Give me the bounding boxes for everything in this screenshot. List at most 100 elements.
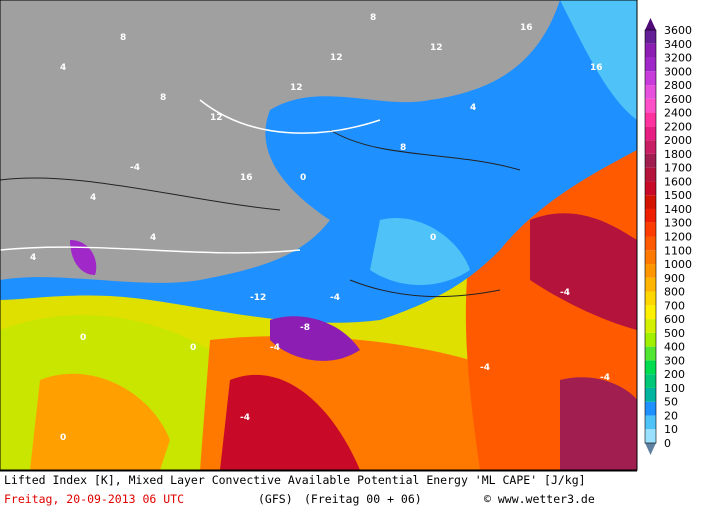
colorbar: 0102050100200300400500600700800900100011… [644, 18, 692, 455]
contour-label: 16 [520, 23, 533, 33]
contour-label: 12 [330, 53, 343, 63]
colorbar-swatch [645, 277, 656, 292]
colorbar-label: 500 [664, 327, 685, 340]
colorbar-swatch [645, 374, 656, 388]
colorbar-swatch [645, 140, 656, 154]
contour-label: 8 [370, 13, 376, 23]
contour-label: 8 [160, 93, 166, 103]
contour-label: 4 [470, 103, 476, 113]
contour-label: 4 [150, 233, 156, 243]
colorbar-label: 1000 [664, 258, 692, 271]
colorbar-label: 400 [664, 341, 685, 354]
field [560, 0, 637, 120]
colorbar-label: 2400 [664, 107, 692, 120]
colorbar-label: 2000 [664, 134, 692, 147]
contour-label: 8 [400, 143, 406, 153]
colorbar-label: 800 [664, 286, 685, 299]
colorbar-label: 1700 [664, 162, 692, 175]
colorbar-label: 300 [664, 354, 685, 367]
colorbar-label: 0 [664, 437, 671, 450]
contour-label: 4 [60, 63, 66, 73]
field [530, 213, 637, 330]
colorbar-swatch [645, 208, 656, 223]
contour-label: -4 [130, 163, 140, 173]
contour-label: 12 [290, 83, 303, 93]
colorbar-label: 20 [664, 409, 678, 422]
contour-label: -8 [300, 323, 310, 333]
contour-labels: 4 8 12 16 12 8 4 0 -4 4 8 12 16 0 -4 -8 -12 -4 0 4 -4 -4 0 8 12 -… [30, 13, 610, 443]
colorbar-arrow-top [645, 18, 656, 30]
contour-label: -4 [600, 373, 610, 383]
contour-label: -4 [330, 293, 340, 303]
colorbar-label: 1100 [664, 244, 692, 257]
contour-label: 12 [430, 43, 443, 53]
colorbar-swatch [645, 98, 656, 113]
colorbar-label: 50 [664, 396, 678, 409]
colorbar-swatch [645, 319, 656, 333]
colorbar-label: 2200 [664, 120, 692, 133]
colorbar-label: 200 [664, 368, 685, 381]
field [220, 374, 360, 470]
contour-label: -4 [270, 343, 280, 353]
colorbar-label: 600 [664, 313, 685, 326]
contour-label: -4 [240, 413, 250, 423]
field [70, 240, 97, 275]
colorbar-swatch [645, 415, 656, 430]
colorbar-swatch [645, 236, 656, 251]
colorbar-arrow-bottom [645, 443, 656, 455]
colorbar-swatch [645, 30, 656, 44]
contour-label: -4 [560, 288, 570, 298]
colorbar-swatch [645, 360, 656, 375]
colorbar-label: 700 [664, 299, 685, 312]
contour-label: 0 [80, 333, 86, 343]
colorbar-swatch [645, 181, 656, 196]
contour-label: 12 [210, 113, 223, 123]
colorbar-label: 1600 [664, 175, 692, 188]
colorbar-label: 900 [664, 272, 685, 285]
colorbar-swatch [645, 43, 656, 58]
colorbar-label: 1800 [664, 148, 692, 161]
field [270, 316, 360, 361]
contour-label: 0 [60, 433, 66, 443]
colorbar-swatch [645, 126, 656, 141]
colorbar-swatch [645, 222, 656, 237]
contour-label: 0 [430, 233, 436, 243]
colorbar-swatch [645, 291, 656, 306]
colorbar-label: 2600 [664, 93, 692, 106]
contour-label: 4 [30, 253, 36, 263]
colorbar-label: 1400 [664, 203, 692, 216]
contour-label: 0 [190, 343, 196, 353]
colorbar-swatch [645, 250, 656, 265]
colorbar-swatch [645, 332, 656, 347]
colorbar-swatch [645, 195, 656, 209]
contour-label: 0 [300, 173, 306, 183]
colorbar-swatch [645, 401, 656, 416]
field [560, 377, 637, 470]
colorbar-frame [644, 29, 657, 444]
colorbar-swatch [645, 305, 656, 320]
colorbar-label: 100 [664, 382, 685, 395]
footer-title: Lifted Index [K], Mixed Layer Convective… [4, 473, 586, 487]
coastline [0, 129, 521, 298]
colorbar-label: 1500 [664, 189, 692, 202]
colorbar-label: 1300 [664, 217, 692, 230]
map-field [0, 0, 637, 470]
footer-date: Freitag, 20-09-2013 06 UTC [4, 492, 184, 506]
colorbar-label: 3200 [664, 52, 692, 65]
colorbar-swatch [645, 112, 656, 127]
footer-run: (Freitag 00 + 06) [304, 492, 422, 506]
colorbar-label: 3600 [664, 24, 692, 37]
contour-label: 16 [590, 63, 603, 73]
colorbar-label: 1200 [664, 231, 692, 244]
contour [0, 99, 381, 254]
footer-copyright: © www.wetter3.de [484, 492, 595, 506]
contour-label: -4 [480, 363, 490, 373]
colorbar-swatch [645, 429, 656, 443]
colorbar-swatch [645, 387, 656, 402]
colorbar-swatch [645, 57, 656, 72]
colorbar-label: 2800 [664, 79, 692, 92]
field [30, 373, 170, 470]
colorbar-swatch [645, 167, 656, 182]
contour-label: 16 [240, 173, 253, 183]
